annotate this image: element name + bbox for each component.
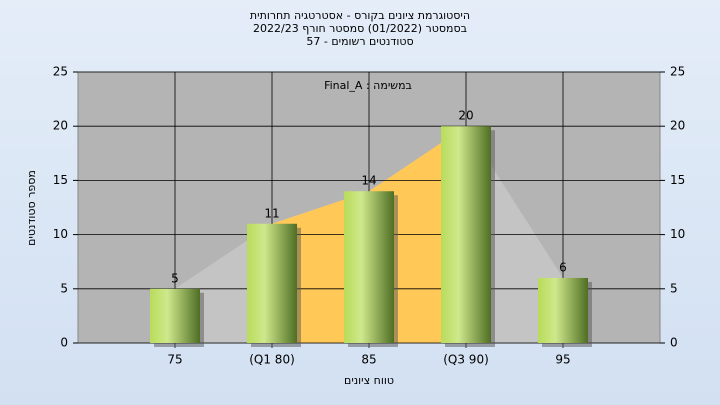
y2-tick-label: 20 — [670, 119, 685, 133]
x-axis-label: טווח ציונים — [344, 374, 394, 387]
value-label: 20 — [458, 109, 473, 123]
bar — [538, 277, 588, 343]
x-tick-label: 85 — [361, 353, 376, 367]
chart-title: היסטוגרמת ציונים בקורס - אסטרטגיה תחרותי… — [250, 9, 470, 22]
y-tick-label: 0 — [60, 336, 68, 350]
value-label: 14 — [361, 174, 376, 188]
y2-tick-label: 0 — [670, 336, 678, 350]
y-tick-label: 25 — [53, 65, 68, 79]
x-tick-label: 75 — [167, 353, 182, 367]
chart-subtitle: סטודנטים רשומים - 57 — [306, 35, 413, 48]
y-tick-label: 5 — [60, 281, 68, 295]
y-tick-label: 20 — [53, 119, 68, 133]
y-axis-label: מספר סטודנטים — [25, 170, 38, 246]
value-label: 6 — [559, 260, 567, 274]
y-tick-label: 10 — [53, 227, 68, 241]
y2-tick-label: 10 — [670, 227, 685, 241]
bar — [344, 191, 394, 343]
bar — [441, 126, 491, 343]
bar — [247, 223, 297, 343]
value-label: 5 — [171, 271, 179, 285]
x-tick-label: (Q3 90) — [443, 353, 489, 367]
annotation: במשימה : Final_A — [324, 79, 412, 92]
y2-tick-label: 15 — [670, 173, 685, 187]
y2-tick-label: 25 — [670, 65, 685, 79]
x-tick-label: (Q1 80) — [249, 353, 295, 367]
marks: 5 11 14 20 6 — [150, 109, 592, 347]
y2-tick-label: 5 — [670, 281, 678, 295]
chart-subtitle: בסמסטר (01/2022) סמסטר חורף 2022/23 — [253, 22, 467, 35]
value-label: 11 — [264, 206, 279, 220]
y-tick-label: 15 — [53, 173, 68, 187]
bar — [150, 288, 200, 343]
x-tick-label: 95 — [555, 353, 570, 367]
